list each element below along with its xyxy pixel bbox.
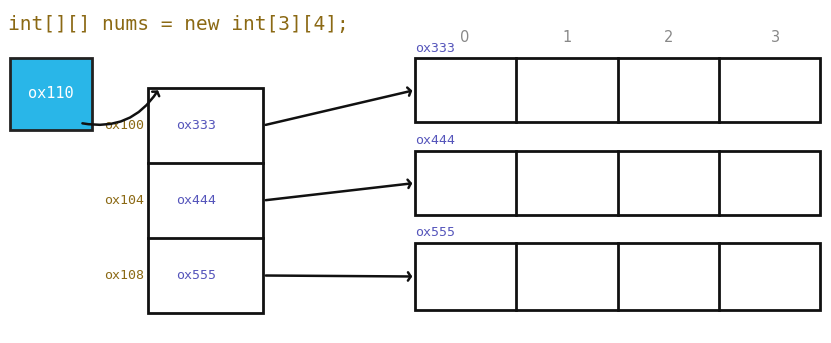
Text: ox444: ox444 xyxy=(176,194,216,207)
Text: ox104: ox104 xyxy=(104,194,144,207)
Text: 0: 0 xyxy=(460,31,470,46)
Bar xyxy=(415,243,820,310)
Text: int[][] nums = new int[3][4];: int[][] nums = new int[3][4]; xyxy=(8,14,349,34)
Text: 1: 1 xyxy=(563,31,572,46)
Text: ox108: ox108 xyxy=(104,269,144,282)
Text: ox100: ox100 xyxy=(104,119,144,132)
Text: 2: 2 xyxy=(664,31,674,46)
Bar xyxy=(148,88,263,313)
Text: ox555: ox555 xyxy=(415,226,455,239)
Bar xyxy=(415,58,820,122)
Text: ox333: ox333 xyxy=(176,119,216,132)
Bar xyxy=(10,58,92,130)
Text: ox110: ox110 xyxy=(28,86,74,102)
Text: ox333: ox333 xyxy=(415,42,455,55)
Text: 3: 3 xyxy=(770,31,779,46)
Text: ox555: ox555 xyxy=(176,269,216,282)
Bar xyxy=(415,151,820,215)
Text: ox444: ox444 xyxy=(415,134,455,147)
